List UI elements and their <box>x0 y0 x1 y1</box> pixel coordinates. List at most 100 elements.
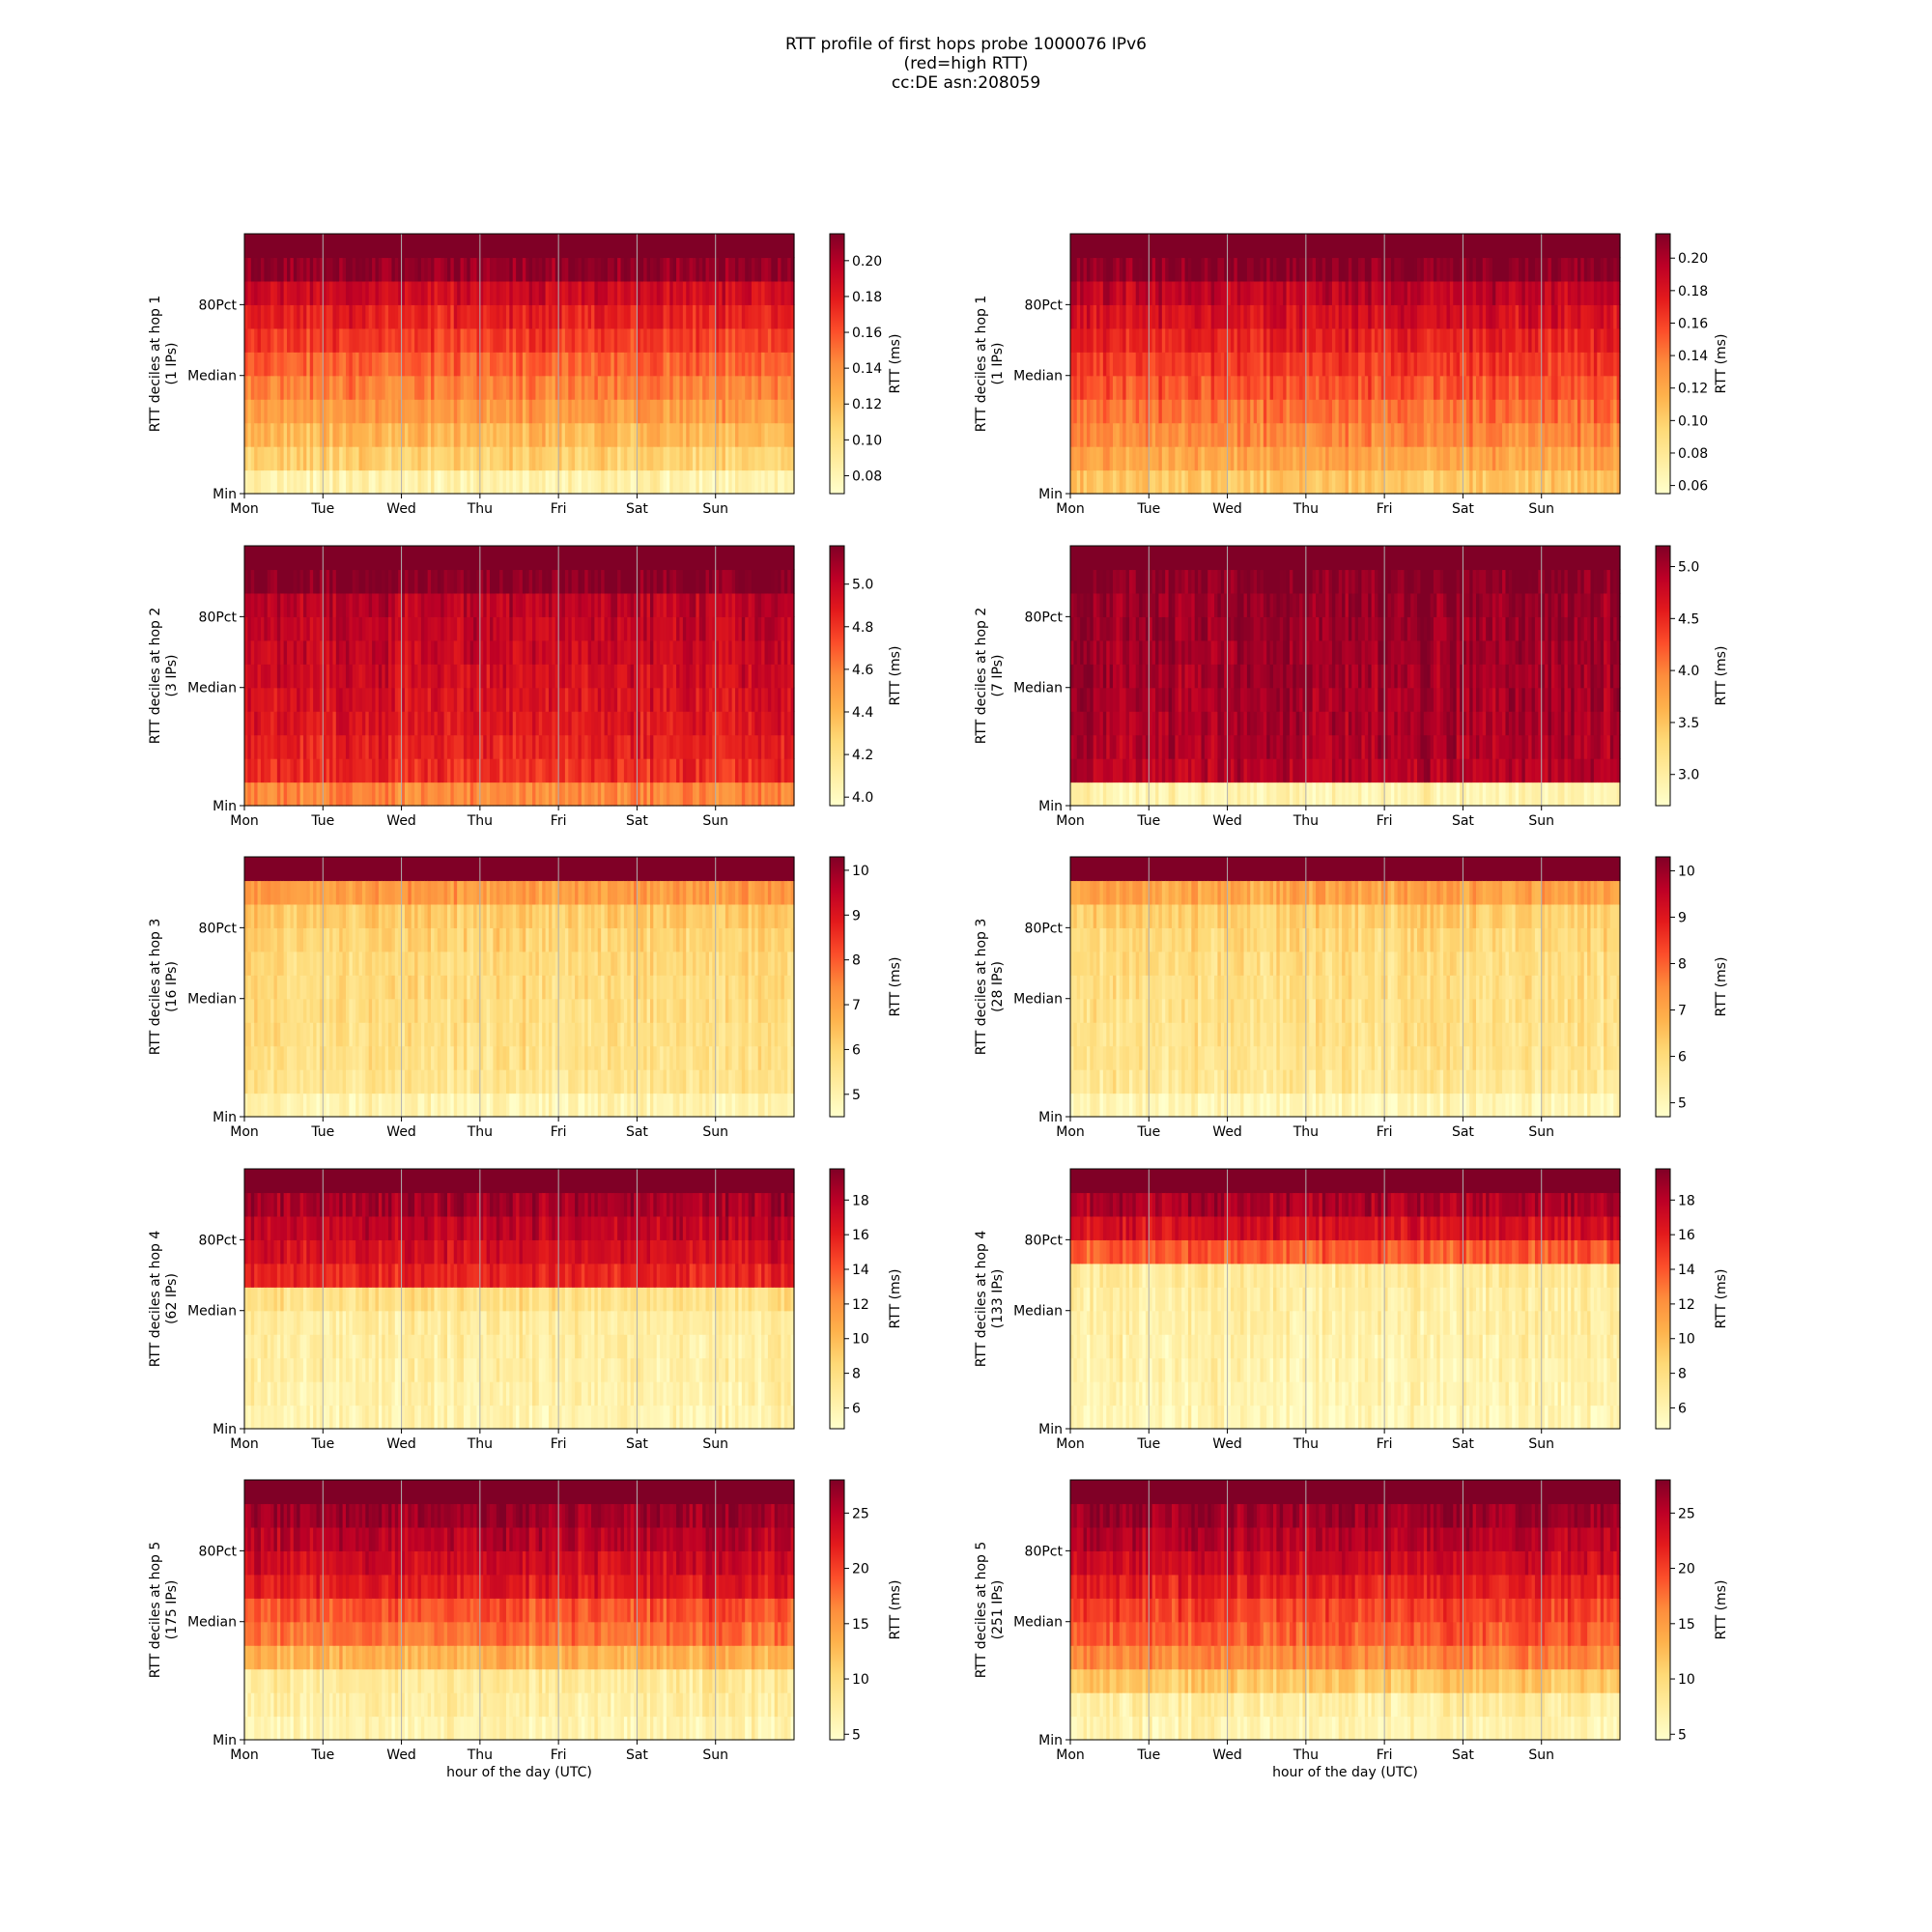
heatmap-cell <box>613 352 618 377</box>
heatmap-cell <box>1545 469 1549 495</box>
heatmap-cell <box>250 734 255 759</box>
heatmap-cell <box>731 399 736 424</box>
heatmap-cell <box>653 446 658 471</box>
heatmap-cell <box>568 469 573 495</box>
heatmap-cell <box>473 469 478 495</box>
heatmap-cell <box>584 422 589 447</box>
heatmap-cell <box>1446 327 1451 353</box>
heatmap-cell <box>434 327 439 353</box>
heatmap-cell <box>1577 375 1581 400</box>
heatmap-cell <box>754 234 759 259</box>
heatmap-cell <box>1236 327 1241 353</box>
heatmap-cell <box>611 469 615 495</box>
heatmap-cell <box>297 569 301 594</box>
heatmap-cell <box>1508 280 1513 305</box>
heatmap-cell <box>745 399 750 424</box>
heatmap-cell <box>1489 304 1493 329</box>
heatmap-cell <box>264 422 269 447</box>
heatmap-cell <box>267 592 271 617</box>
heatmap-cell <box>290 280 295 305</box>
heatmap-cell <box>1253 234 1258 259</box>
heatmap-cell <box>479 352 484 377</box>
heatmap-cell <box>290 781 295 807</box>
heatmap-cell <box>443 280 448 305</box>
heatmap-cell <box>431 446 436 471</box>
heatmap-cell <box>358 399 363 424</box>
heatmap-cell <box>345 304 350 329</box>
heatmap-cell <box>1374 352 1378 377</box>
heatmap-cell <box>1128 352 1133 377</box>
heatmap-cell <box>1070 422 1074 447</box>
heatmap-cell <box>1295 327 1300 353</box>
heatmap-cell <box>568 327 573 353</box>
heatmap-cell <box>564 446 569 471</box>
heatmap-cell <box>1616 446 1621 471</box>
heatmap-cell <box>457 304 462 329</box>
heatmap-cell <box>1420 399 1425 424</box>
heatmap-cell <box>1155 304 1160 329</box>
heatmap-cell <box>1175 280 1179 305</box>
heatmap-cell <box>1319 352 1323 377</box>
heatmap-cell <box>554 375 559 400</box>
heatmap-cell <box>391 304 396 329</box>
heatmap-cell <box>270 327 275 353</box>
heatmap-cell <box>623 327 628 353</box>
heatmap-cell <box>1070 446 1074 471</box>
heatmap-cell <box>276 399 281 424</box>
heatmap-cell <box>1125 257 1130 282</box>
heatmap-cell <box>1449 446 1454 471</box>
heatmap-cell <box>290 687 295 712</box>
heatmap-cell <box>1240 469 1245 495</box>
heatmap-cell <box>778 257 782 282</box>
heatmap-cell <box>528 352 533 377</box>
heatmap-cell <box>1364 327 1369 353</box>
heatmap-cell <box>1214 234 1219 259</box>
heatmap-cell <box>731 280 736 305</box>
heatmap-cell <box>1312 375 1317 400</box>
heatmap-cell <box>372 422 377 447</box>
heatmap-cell <box>708 327 713 353</box>
heatmap-cell <box>663 375 668 400</box>
heatmap-cell <box>496 399 500 424</box>
heatmap-cell <box>548 399 553 424</box>
heatmap-cell <box>1070 399 1074 424</box>
heatmap-cell <box>372 446 377 471</box>
heatmap-cell <box>297 422 301 447</box>
heatmap-cell <box>339 375 344 400</box>
heatmap-cell <box>741 234 746 259</box>
y-axis-label: RTT deciles at hop 1 <box>148 296 163 433</box>
heatmap-cell <box>689 375 694 400</box>
heatmap-cell <box>1289 257 1293 282</box>
heatmap-cell <box>535 352 540 377</box>
heatmap-cell <box>417 234 422 259</box>
heatmap-cell <box>1597 234 1602 259</box>
heatmap-cell <box>293 304 298 329</box>
heatmap-cell <box>783 280 788 305</box>
heatmap-cell <box>1171 399 1176 424</box>
heatmap-cell <box>290 327 295 353</box>
heatmap-cell <box>1102 234 1107 259</box>
heatmap-cell <box>1086 280 1091 305</box>
heatmap-cell <box>1472 257 1477 282</box>
heatmap-cell <box>287 446 292 471</box>
heatmap-cell <box>1283 422 1288 447</box>
heatmap-cell <box>1194 304 1199 329</box>
heatmap-cell <box>244 327 248 353</box>
heatmap-cell <box>1406 234 1411 259</box>
heatmap-cell <box>398 280 403 305</box>
heatmap-cell <box>522 446 526 471</box>
heatmap-cell <box>342 352 347 377</box>
heatmap-cell <box>1234 304 1238 329</box>
heatmap-cell <box>247 781 252 807</box>
colorbar-label: RTT (ms) <box>1714 334 1729 394</box>
heatmap-cell <box>1328 399 1333 424</box>
heatmap-cell <box>1073 352 1078 377</box>
heatmap-cell <box>1606 446 1611 471</box>
heatmap-cell <box>1145 469 1150 495</box>
heatmap-cell <box>722 304 726 329</box>
heatmap-cell <box>1580 352 1585 377</box>
heatmap-cell <box>1364 280 1369 305</box>
heatmap-cell <box>388 399 393 424</box>
heatmap-cell <box>1397 352 1402 377</box>
heatmap-cell <box>1545 352 1549 377</box>
